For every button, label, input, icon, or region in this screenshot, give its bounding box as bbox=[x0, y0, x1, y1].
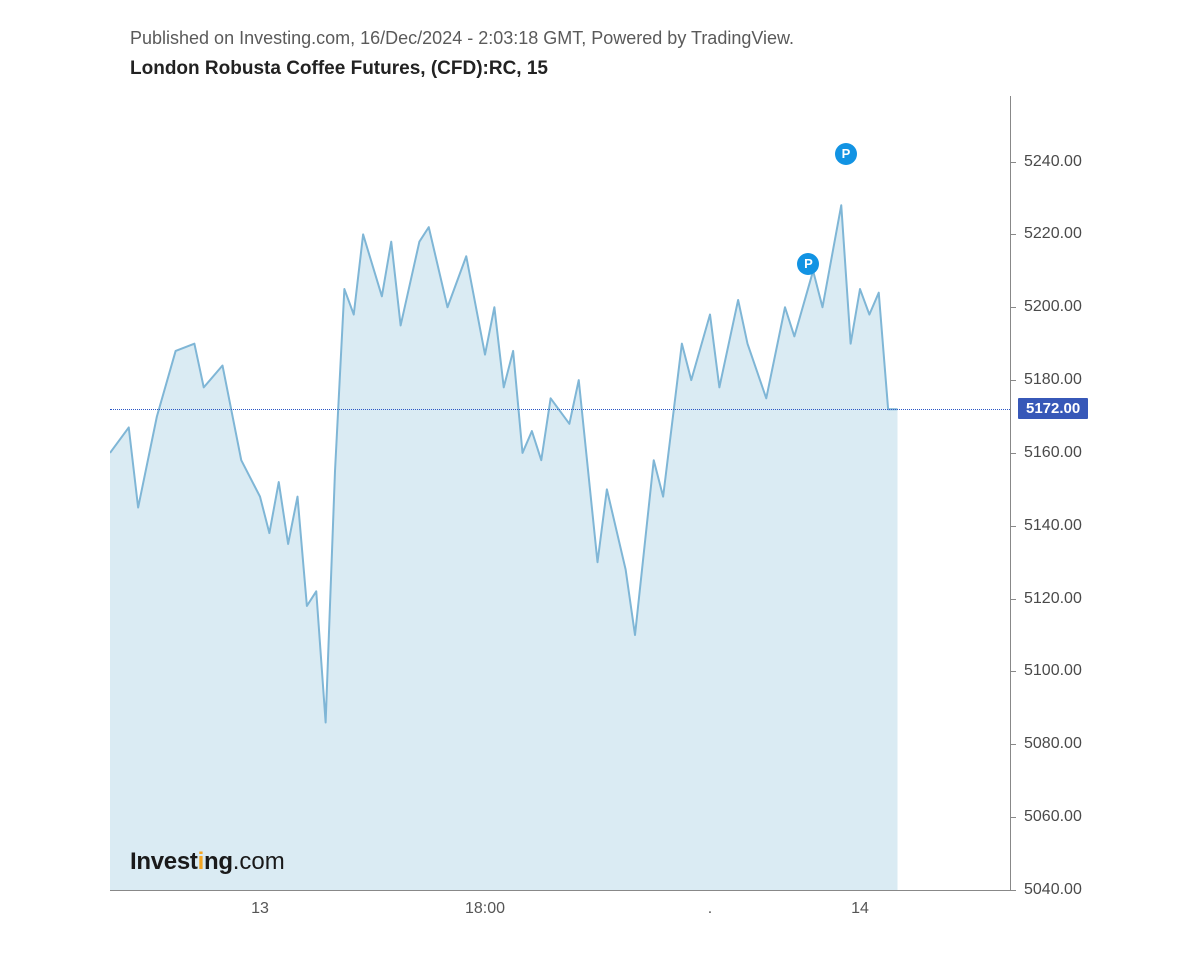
y-tick-mark bbox=[1010, 671, 1016, 672]
y-tick-mark bbox=[1010, 453, 1016, 454]
y-tick-mark bbox=[1010, 526, 1016, 527]
chart-title: London Robusta Coffee Futures, (CFD):RC,… bbox=[130, 58, 548, 80]
y-tick-mark bbox=[1010, 744, 1016, 745]
x-tick-label: 13 bbox=[251, 900, 269, 918]
y-tick-label: 5060.00 bbox=[1024, 808, 1082, 826]
current-price-badge: 5172.00 bbox=[1018, 398, 1088, 419]
y-tick-mark bbox=[1010, 890, 1016, 891]
logo-bold: Investing bbox=[130, 848, 233, 875]
y-tick-label: 5040.00 bbox=[1024, 881, 1082, 899]
y-axis bbox=[1010, 96, 1011, 890]
x-tick-label: 14 bbox=[851, 900, 869, 918]
y-tick-mark bbox=[1010, 380, 1016, 381]
x-tick-label: 18:00 bbox=[465, 900, 505, 918]
chart-marker: P bbox=[835, 143, 857, 165]
y-tick-mark bbox=[1010, 162, 1016, 163]
logo-thin: .com bbox=[233, 848, 285, 875]
chart-marker: P bbox=[797, 253, 819, 275]
logo-accent: i bbox=[198, 848, 204, 875]
y-tick-mark bbox=[1010, 817, 1016, 818]
y-tick-mark bbox=[1010, 234, 1016, 235]
chart-container: Published on Investing.com, 16/Dec/2024 … bbox=[0, 0, 1200, 960]
y-tick-label: 5200.00 bbox=[1024, 298, 1082, 316]
y-tick-label: 5180.00 bbox=[1024, 371, 1082, 389]
y-tick-label: 5240.00 bbox=[1024, 153, 1082, 171]
y-tick-label: 5080.00 bbox=[1024, 735, 1082, 753]
y-tick-label: 5120.00 bbox=[1024, 590, 1082, 608]
y-tick-label: 5140.00 bbox=[1024, 517, 1082, 535]
y-tick-label: 5100.00 bbox=[1024, 662, 1082, 680]
y-tick-label: 5160.00 bbox=[1024, 444, 1082, 462]
y-tick-label: 5220.00 bbox=[1024, 225, 1082, 243]
x-axis bbox=[110, 890, 1010, 891]
investing-logo: Investing.com bbox=[130, 848, 285, 876]
x-tick-label: . bbox=[708, 900, 712, 918]
y-tick-mark bbox=[1010, 599, 1016, 600]
publish-info: Published on Investing.com, 16/Dec/2024 … bbox=[130, 28, 794, 49]
y-tick-mark bbox=[1010, 307, 1016, 308]
price-chart[interactable] bbox=[110, 96, 1010, 890]
price-dash-line bbox=[110, 409, 1010, 410]
